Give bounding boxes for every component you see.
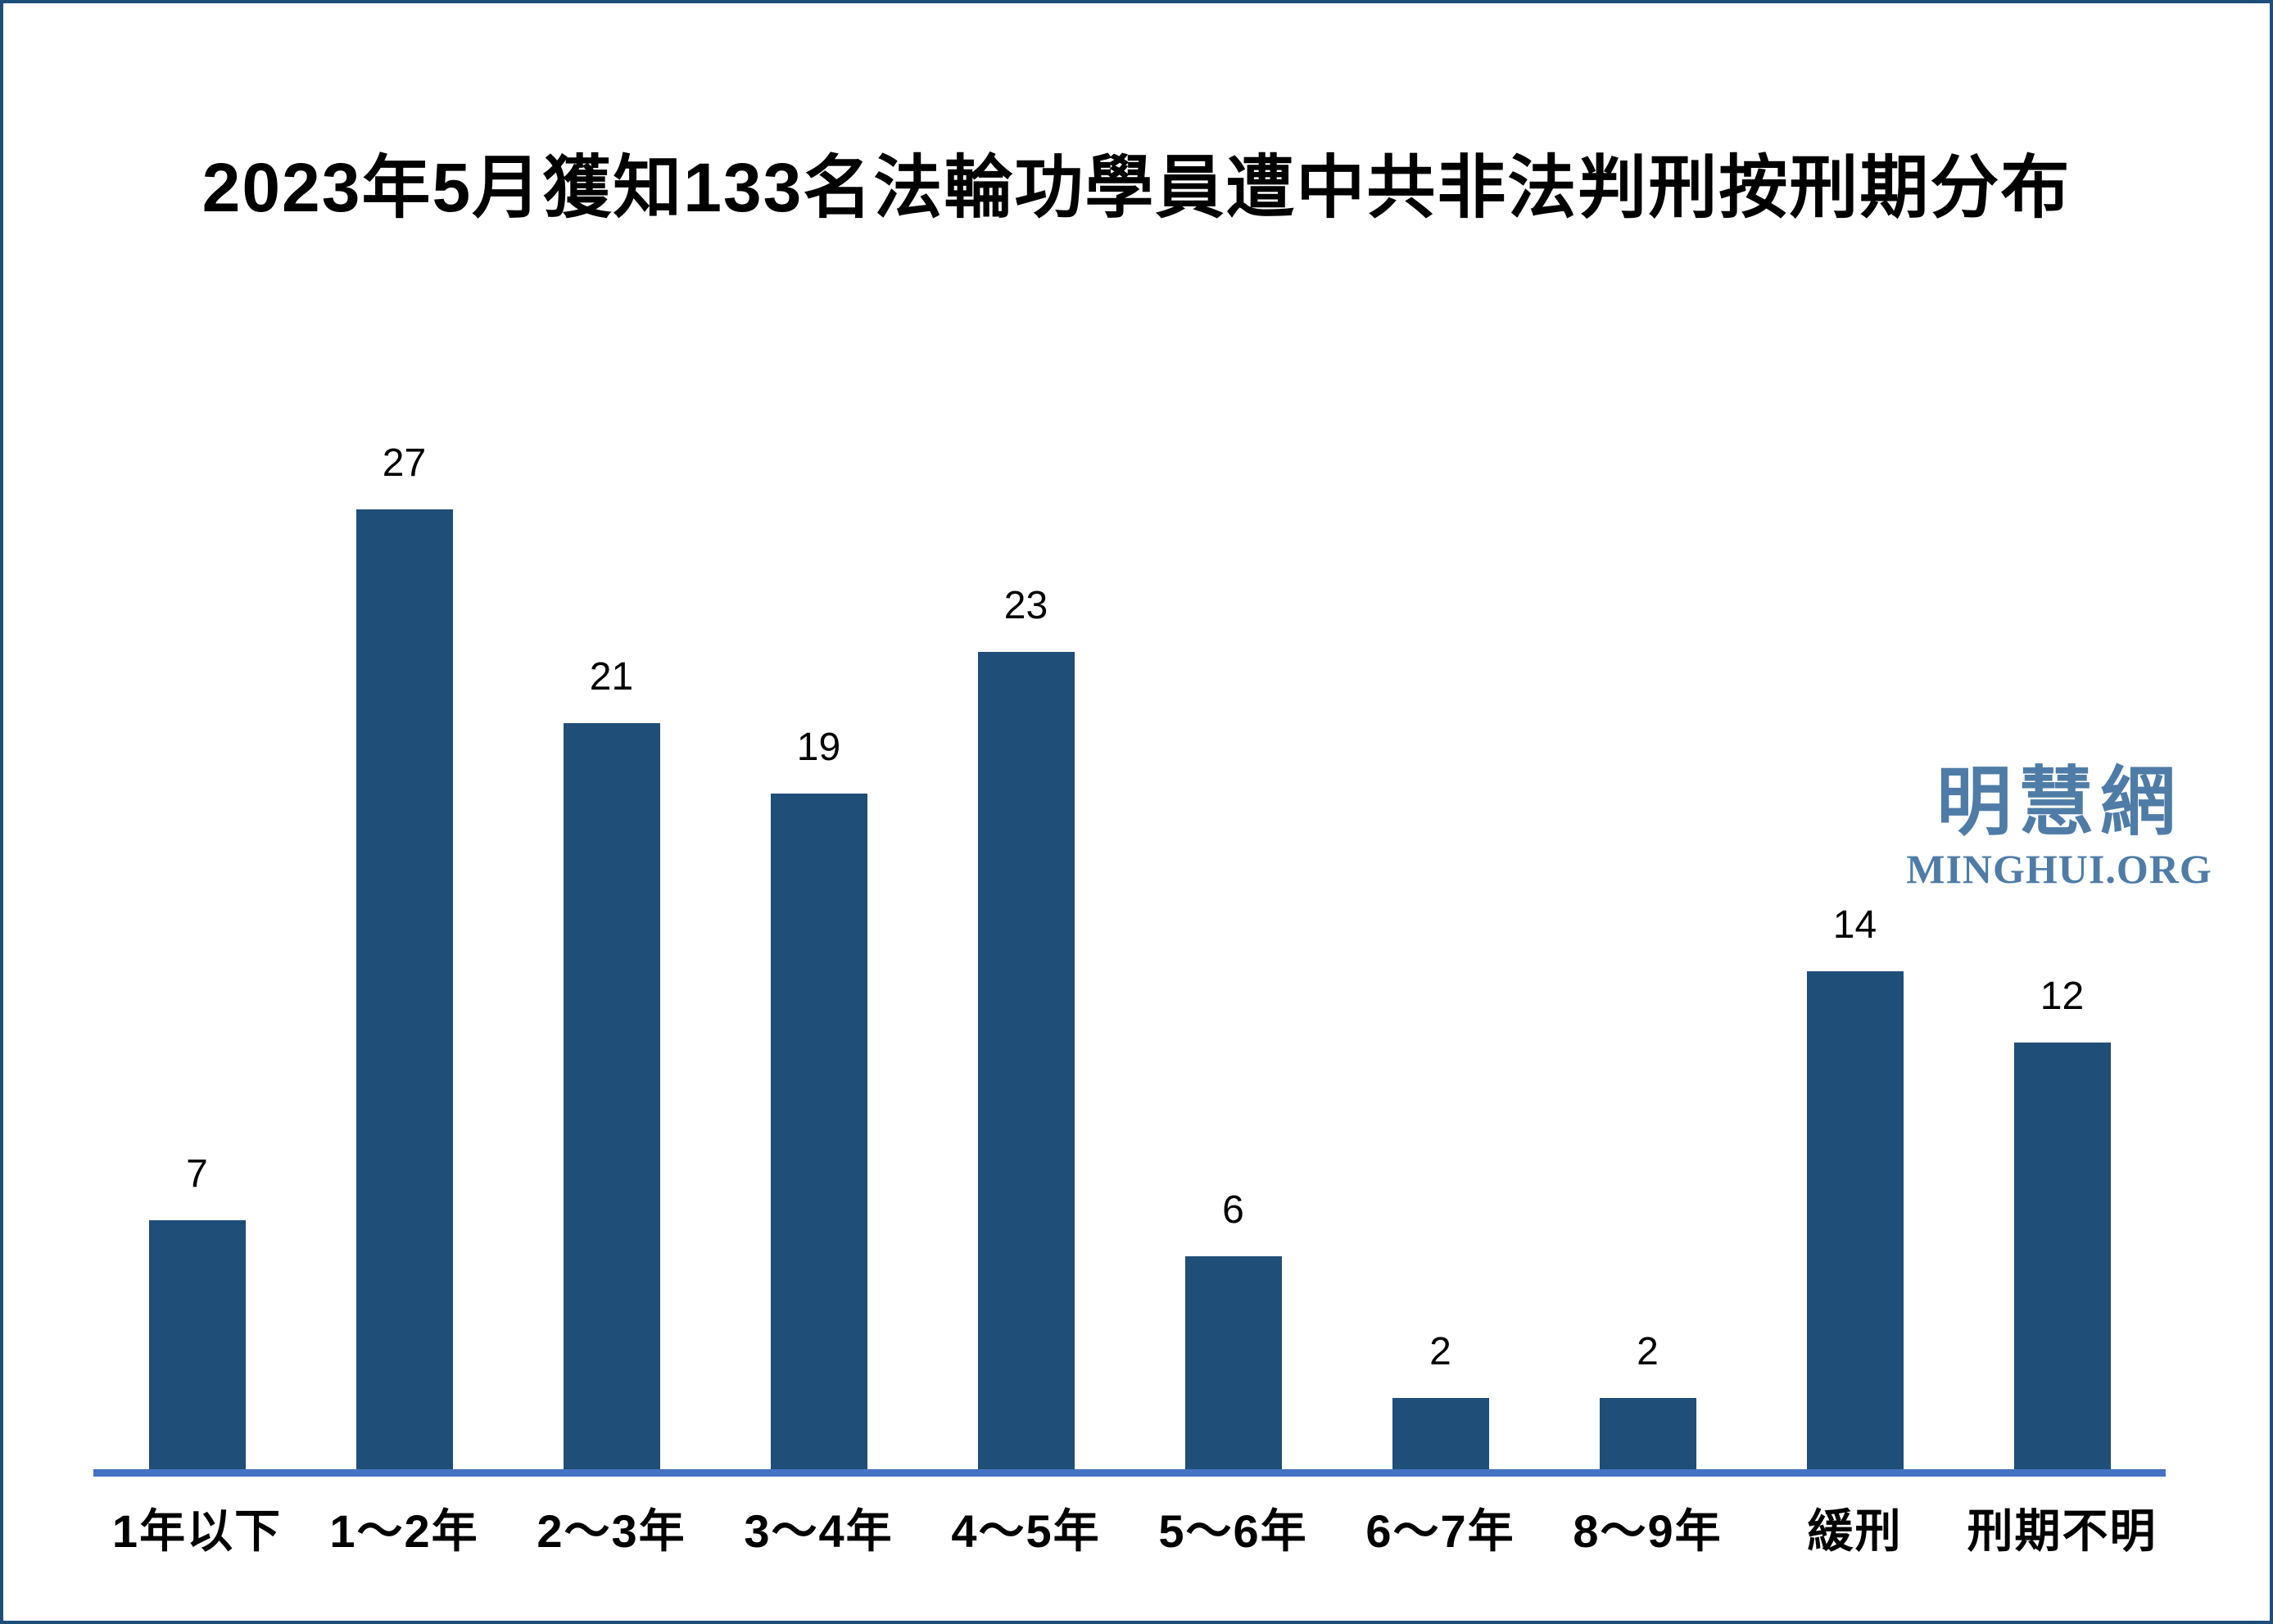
bar-value-label: 6: [1222, 1188, 1244, 1232]
category-label-area: 8～9年: [1573, 1469, 1722, 1621]
category-label-area: 2～3年: [537, 1469, 686, 1621]
category-label: 1～2年: [329, 1505, 479, 1557]
category-label: 緩刑: [1807, 1505, 1903, 1557]
category-label-area: 1～2年: [329, 1469, 478, 1621]
category-label-area: 6～7年: [1365, 1469, 1515, 1621]
bar-value-label: 23: [1003, 584, 1048, 627]
category-label-area: 緩刑: [1808, 1469, 1903, 1621]
bar-value-label: 19: [796, 726, 841, 769]
bar-value-label: 12: [2040, 975, 2085, 1018]
bar-value-label: 7: [186, 1152, 208, 1196]
watermark-latin-text: MINGHUI.ORG: [1906, 846, 2212, 892]
bar-column: 14 緩刑: [1751, 3, 1958, 1621]
minghui-watermark: 明慧網 MINGHUI.ORG: [1904, 765, 2215, 889]
bar-column: 6 5～6年: [1130, 3, 1337, 1621]
category-label: 5～6年: [1158, 1505, 1308, 1557]
bar-column: 21 2～3年: [508, 3, 715, 1621]
category-label: 4～5年: [951, 1505, 1101, 1557]
bar: [770, 794, 867, 1469]
bar-value-label: 21: [589, 655, 634, 699]
category-label: 8～9年: [1573, 1505, 1723, 1557]
category-label: 2～3年: [537, 1505, 686, 1557]
category-label-area: 4～5年: [951, 1469, 1100, 1621]
bar-column: 12 刑期不明: [1958, 3, 2166, 1621]
bar: [1806, 971, 1904, 1469]
bar-column: 2 6～7年: [1337, 3, 1544, 1621]
bar-chart: 7 1年以下 27 1～2年 21 2～3年 19 3～4年: [93, 3, 2166, 1621]
bar-column: 7 1年以下: [93, 3, 301, 1621]
category-label: 刑期不明: [1967, 1505, 2158, 1557]
category-label: 1年以下: [111, 1505, 283, 1557]
bar: [2013, 1043, 2111, 1469]
category-label-area: 5～6年: [1158, 1469, 1307, 1621]
bar: [1392, 1398, 1489, 1469]
bar-value-label: 14: [1832, 903, 1877, 947]
bar: [977, 652, 1075, 1469]
bar-column: 27 1～2年: [301, 3, 508, 1621]
bar: [355, 509, 453, 1469]
category-label: 6～7年: [1365, 1505, 1515, 1557]
bar-column: 2 8～9年: [1544, 3, 1751, 1621]
bar: [148, 1220, 246, 1469]
category-label-area: 3～4年: [744, 1469, 893, 1621]
bar-value-label: 27: [382, 441, 427, 485]
bar: [563, 723, 660, 1469]
category-label-area: 刑期不明: [1967, 1469, 2158, 1621]
bar-column: 19 3～4年: [715, 3, 922, 1621]
x-axis-line: [93, 1469, 2166, 1477]
watermark-cjk-text: 明慧網: [1936, 761, 2182, 844]
bar: [1184, 1256, 1282, 1469]
bar-column: 23 4～5年: [922, 3, 1130, 1621]
bar: [1599, 1398, 1696, 1469]
category-label: 3～4年: [744, 1505, 894, 1557]
category-label-area: 1年以下: [112, 1469, 282, 1621]
bar-value-label: 2: [1637, 1330, 1659, 1373]
chart-title: 2023年5月獲知133名法輪功學員遭中共非法判刑按刑期分布: [201, 149, 2072, 226]
bar-value-label: 2: [1429, 1330, 1451, 1373]
